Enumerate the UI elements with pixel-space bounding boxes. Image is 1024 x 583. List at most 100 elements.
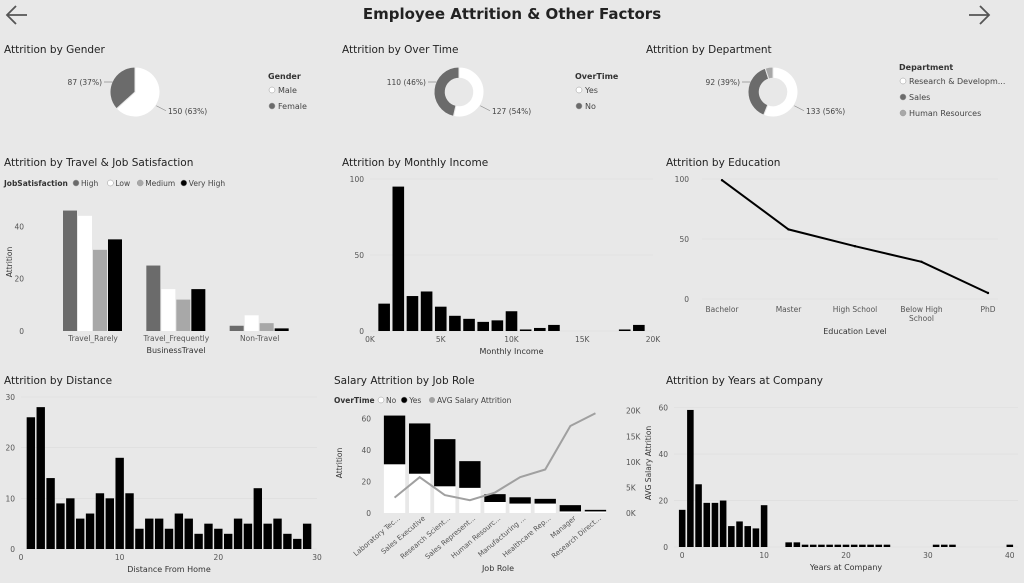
years-chart: Attrition by Years at Company 0 20 40 60 0 10… bbox=[658, 375, 1022, 580]
series-line bbox=[393, 412, 596, 502]
bar bbox=[509, 497, 531, 504]
chart-title: Attrition by Over Time bbox=[342, 44, 459, 56]
pie-slice bbox=[433, 66, 460, 117]
legend-marker bbox=[268, 102, 276, 110]
legend-marker bbox=[899, 77, 907, 85]
bar bbox=[263, 523, 272, 549]
bar bbox=[618, 329, 631, 331]
bar bbox=[93, 249, 107, 331]
x-tick-label: 20 bbox=[841, 551, 851, 560]
legend-marker bbox=[429, 397, 435, 403]
bar bbox=[273, 518, 282, 549]
bar bbox=[548, 324, 560, 331]
x-tick-label: Travel_Frequently bbox=[142, 334, 209, 343]
bar bbox=[253, 488, 262, 549]
bar bbox=[243, 523, 253, 549]
y-tick-label: 40 bbox=[361, 446, 371, 455]
y-tick-label: 60 bbox=[658, 404, 668, 413]
bar bbox=[214, 528, 223, 549]
bar bbox=[105, 498, 114, 549]
chart-title: Attrition by Travel & Job Satisfaction bbox=[4, 157, 194, 169]
data-point bbox=[720, 179, 724, 182]
bar bbox=[378, 303, 390, 331]
pie-slice bbox=[452, 66, 485, 118]
bar bbox=[434, 439, 456, 487]
education-chart: Attrition by Education 0 50 100 Bachelor Mas… bbox=[662, 157, 1022, 362]
bar bbox=[420, 291, 433, 331]
bar bbox=[834, 544, 842, 547]
y-tick-label: 20 bbox=[361, 478, 371, 487]
legend-label: Human Resources bbox=[909, 109, 981, 118]
bar bbox=[744, 526, 751, 547]
bar bbox=[392, 186, 405, 331]
chart-title: Attrition by Distance bbox=[4, 375, 113, 387]
bar bbox=[383, 415, 406, 465]
legend-label: Very High bbox=[189, 179, 226, 188]
legend-marker bbox=[400, 396, 408, 404]
legend-title: Gender bbox=[268, 72, 301, 81]
x-tick-label: 0K bbox=[365, 335, 376, 344]
bar bbox=[850, 544, 858, 547]
x-tick-label: 0 bbox=[19, 553, 24, 562]
bar bbox=[408, 473, 431, 513]
bar bbox=[56, 503, 65, 549]
bar bbox=[174, 513, 184, 549]
bar bbox=[711, 502, 719, 547]
bar bbox=[932, 544, 940, 547]
chart-title: Attrition by Department bbox=[646, 44, 772, 56]
y-tick-label: 50 bbox=[354, 251, 364, 260]
x-tick-label: 0 bbox=[680, 551, 685, 560]
legend-label: Sales bbox=[909, 93, 930, 102]
arrow-left-icon[interactable] bbox=[4, 2, 30, 28]
leader-line bbox=[480, 105, 491, 112]
y2-tick-label: 15K bbox=[626, 432, 642, 441]
bar bbox=[383, 464, 406, 513]
x-tick-label: 5K bbox=[436, 335, 447, 344]
pie-slice bbox=[762, 66, 799, 118]
bar bbox=[842, 544, 850, 547]
bar bbox=[687, 409, 694, 547]
bar bbox=[76, 518, 85, 549]
x-tick-label: 30 bbox=[312, 553, 322, 562]
bar bbox=[519, 329, 532, 331]
bar bbox=[633, 324, 645, 331]
bar bbox=[184, 518, 193, 549]
data-point bbox=[853, 245, 857, 248]
y-tick-label: 0 bbox=[19, 327, 24, 336]
bar bbox=[678, 509, 686, 547]
bar bbox=[491, 320, 504, 331]
bar bbox=[695, 484, 702, 547]
bar bbox=[406, 296, 419, 331]
bar bbox=[63, 210, 77, 331]
x-tick-label: Travel_Rarely bbox=[67, 334, 118, 343]
y-tick-label: 0 bbox=[684, 295, 689, 304]
y-tick-label: 0 bbox=[366, 509, 371, 518]
bar bbox=[434, 306, 447, 331]
legend-title: OverTime bbox=[334, 396, 375, 405]
data-point bbox=[787, 228, 790, 231]
pie-slice bbox=[764, 66, 774, 80]
legend-marker bbox=[268, 86, 276, 94]
legend-title: OverTime bbox=[575, 72, 619, 81]
legend-marker bbox=[575, 102, 583, 110]
legend-marker bbox=[107, 179, 114, 187]
legend-marker bbox=[180, 179, 188, 187]
x-tick-label: 10K bbox=[504, 335, 520, 344]
y-tick-label: 10 bbox=[5, 494, 15, 503]
chart-title: Attrition by Education bbox=[666, 157, 781, 169]
y-tick-label: 60 bbox=[361, 415, 371, 424]
bar bbox=[95, 493, 105, 549]
bar bbox=[108, 239, 122, 331]
y-tick-label: 40 bbox=[658, 450, 668, 459]
y-tick-label: 100 bbox=[350, 175, 365, 184]
y2-tick-label: 20K bbox=[626, 407, 642, 416]
bar bbox=[36, 407, 45, 549]
bar bbox=[793, 542, 801, 547]
bar bbox=[826, 544, 833, 547]
chart-title: Attrition by Gender bbox=[4, 44, 105, 56]
x-tick-label: Master bbox=[776, 305, 803, 314]
x-tick-label: High School bbox=[833, 305, 878, 314]
arrow-right-icon[interactable] bbox=[966, 2, 992, 28]
bar bbox=[484, 494, 506, 502]
bar bbox=[533, 327, 546, 331]
